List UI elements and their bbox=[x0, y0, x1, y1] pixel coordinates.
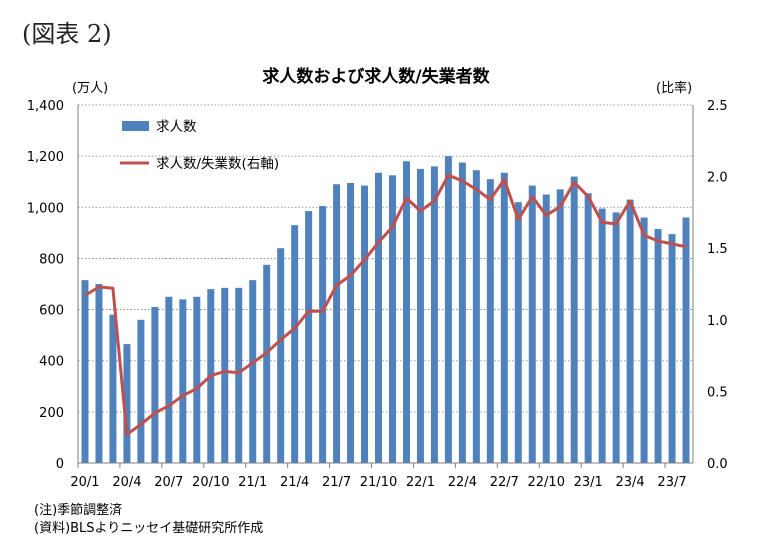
right-tick-label: 2.5 bbox=[707, 99, 728, 114]
right-tick-label: 2.0 bbox=[707, 171, 728, 186]
x-tick-label: 22/4 bbox=[448, 475, 477, 490]
x-tick-label: 21/4 bbox=[280, 475, 309, 490]
bar bbox=[193, 296, 201, 463]
left-tick-label: 600 bbox=[39, 304, 64, 319]
x-tick-label: 20/7 bbox=[154, 475, 183, 490]
bar bbox=[556, 189, 564, 463]
x-tick-label: 20/1 bbox=[70, 475, 99, 490]
right-axis-unit: (比率) bbox=[656, 80, 692, 96]
bar bbox=[640, 217, 648, 463]
x-tick-label: 21/1 bbox=[238, 475, 267, 490]
bar bbox=[528, 185, 536, 464]
right-tick-label: 1.5 bbox=[707, 242, 728, 257]
bar bbox=[81, 280, 89, 463]
bar bbox=[598, 208, 606, 463]
left-tick-label: 400 bbox=[39, 355, 64, 370]
bar bbox=[235, 287, 243, 463]
chart-title: 求人数および求人数/失業者数 bbox=[262, 66, 490, 87]
bar bbox=[123, 344, 131, 463]
left-tick-label: 0 bbox=[56, 457, 64, 472]
bar bbox=[472, 170, 480, 463]
bar bbox=[361, 185, 369, 464]
bar bbox=[151, 307, 159, 463]
bar bbox=[165, 296, 173, 463]
x-tick-label: 23/4 bbox=[616, 475, 645, 490]
axes: 0 200 400 600 800 1,000 1,200 1,400 0.0 0.5 1.0 1.5… bbox=[27, 99, 728, 490]
figure-label: (図表 2) bbox=[22, 20, 112, 48]
bar bbox=[682, 217, 690, 463]
note-text: (注)季節調整済 bbox=[34, 503, 123, 518]
legend-bar-swatch bbox=[122, 121, 149, 131]
left-tick-label: 200 bbox=[39, 406, 64, 421]
ratio-line-series bbox=[84, 173, 687, 436]
x-tick-label: 22/1 bbox=[406, 475, 435, 490]
bar bbox=[277, 248, 285, 463]
x-tick-label: 20/4 bbox=[112, 475, 141, 490]
bar bbox=[626, 199, 634, 463]
bar bbox=[542, 194, 550, 463]
bar bbox=[500, 172, 508, 463]
left-tick-label: 1,200 bbox=[27, 150, 64, 165]
bar bbox=[654, 229, 662, 463]
bar bbox=[95, 284, 103, 463]
bar bbox=[570, 176, 578, 463]
legend-line-label: 求人数/失業数(右軸) bbox=[156, 156, 279, 172]
x-tick-label: 23/7 bbox=[657, 475, 686, 490]
bar bbox=[584, 193, 592, 463]
bar bbox=[305, 211, 313, 463]
right-tick-label: 0.5 bbox=[707, 385, 728, 400]
legend-bar-label: 求人数 bbox=[156, 119, 197, 135]
source-text: (資料)BLSよりニッセイ基礎研究所作成 bbox=[34, 521, 264, 536]
bar bbox=[319, 206, 327, 463]
bar bbox=[221, 287, 229, 463]
bar bbox=[249, 280, 257, 463]
x-tick-label: 21/10 bbox=[360, 475, 397, 490]
bar bbox=[179, 299, 187, 463]
x-tick-label: 22/7 bbox=[490, 475, 519, 490]
bar bbox=[402, 161, 410, 463]
bar bbox=[486, 179, 494, 463]
bar-series bbox=[81, 156, 690, 464]
bar bbox=[514, 202, 522, 463]
ratio-line bbox=[84, 173, 687, 436]
left-axis-unit: (万人) bbox=[72, 81, 108, 96]
left-tick-label: 1,000 bbox=[27, 201, 64, 216]
bar bbox=[416, 168, 424, 463]
bar bbox=[375, 172, 383, 463]
bar bbox=[444, 156, 452, 463]
bar bbox=[668, 234, 676, 463]
bar bbox=[458, 162, 466, 464]
bar bbox=[612, 212, 620, 463]
bar bbox=[263, 264, 271, 463]
x-tick-label: 22/10 bbox=[528, 475, 565, 490]
bar bbox=[109, 314, 117, 463]
left-tick-label: 800 bbox=[39, 252, 64, 267]
bar bbox=[137, 319, 145, 463]
x-tick-label: 21/7 bbox=[322, 475, 351, 490]
right-tick-label: 1.0 bbox=[707, 314, 728, 329]
x-tick-label: 20/10 bbox=[192, 475, 229, 490]
bar bbox=[388, 175, 396, 464]
bar bbox=[347, 182, 355, 463]
x-tick-label: 23/1 bbox=[574, 475, 603, 490]
right-tick-label: 0.0 bbox=[707, 457, 728, 472]
bar bbox=[430, 166, 438, 463]
legend: 求人数 求人数/失業数(右軸) bbox=[120, 119, 279, 172]
bar bbox=[333, 184, 341, 463]
bar bbox=[291, 225, 299, 463]
left-tick-label: 1,400 bbox=[27, 99, 64, 114]
